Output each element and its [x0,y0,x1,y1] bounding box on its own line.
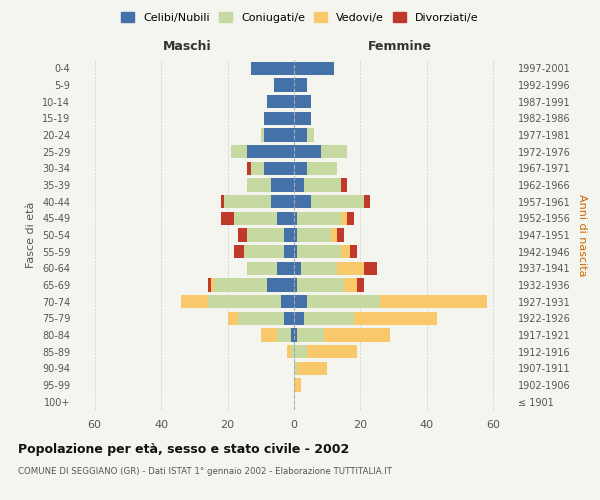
Bar [264,128,294,141]
Bar [287,345,290,358]
Bar [234,212,277,225]
Bar [290,345,294,358]
Bar [294,212,298,225]
Bar [261,328,277,342]
Bar [294,295,307,308]
Bar [298,328,324,342]
Bar [294,262,301,275]
Bar [341,178,347,192]
Bar [304,312,354,325]
Bar [247,145,294,158]
Bar [364,195,370,208]
Bar [294,328,298,342]
Bar [234,245,244,258]
Bar [271,178,294,192]
Bar [208,278,211,291]
Bar [247,162,251,175]
Bar [271,195,294,208]
Bar [268,95,294,108]
Bar [264,162,294,175]
Bar [294,95,311,108]
Bar [294,162,307,175]
Bar [341,212,347,225]
Bar [294,345,307,358]
Bar [320,145,347,158]
Bar [211,278,214,291]
Bar [208,295,281,308]
Bar [298,212,341,225]
Bar [261,128,264,141]
Bar [298,362,327,375]
Y-axis label: Fasce di età: Fasce di età [26,202,37,268]
Bar [268,278,294,291]
Bar [357,278,364,291]
Bar [294,245,298,258]
Bar [221,195,224,208]
Bar [307,295,380,308]
Bar [238,228,247,241]
Bar [281,295,294,308]
Bar [224,195,271,208]
Bar [294,78,307,92]
Bar [341,245,350,258]
Bar [304,178,341,192]
Text: Maschi: Maschi [163,40,212,53]
Bar [247,228,284,241]
Bar [251,162,264,175]
Text: Femmine: Femmine [368,40,433,53]
Bar [284,228,294,241]
Bar [227,312,238,325]
Bar [380,295,487,308]
Bar [337,262,364,275]
Bar [354,312,437,325]
Bar [247,262,277,275]
Bar [307,162,337,175]
Bar [284,312,294,325]
Bar [294,312,304,325]
Bar [294,228,298,241]
Bar [307,345,357,358]
Text: Popolazione per età, sesso e stato civile - 2002: Popolazione per età, sesso e stato civil… [18,442,349,456]
Bar [290,328,294,342]
Bar [294,278,298,291]
Bar [301,262,337,275]
Bar [231,145,247,158]
Bar [181,295,208,308]
Bar [294,178,304,192]
Bar [251,62,294,75]
Bar [324,328,391,342]
Bar [350,245,357,258]
Bar [221,212,234,225]
Bar [298,228,331,241]
Bar [294,378,301,392]
Bar [294,145,320,158]
Bar [294,362,298,375]
Bar [284,245,294,258]
Bar [294,112,311,125]
Bar [238,312,284,325]
Bar [264,112,294,125]
Bar [298,278,344,291]
Bar [294,195,311,208]
Bar [307,128,314,141]
Bar [344,278,357,291]
Y-axis label: Anni di nascita: Anni di nascita [577,194,587,276]
Bar [277,262,294,275]
Bar [294,62,334,75]
Bar [277,212,294,225]
Bar [298,245,341,258]
Bar [347,212,354,225]
Bar [337,228,344,241]
Text: COMUNE DI SEGGIANO (GR) - Dati ISTAT 1° gennaio 2002 - Elaborazione TUTTITALIA.I: COMUNE DI SEGGIANO (GR) - Dati ISTAT 1° … [18,468,392,476]
Bar [214,278,268,291]
Bar [247,178,271,192]
Bar [294,128,307,141]
Legend: Celibi/Nubili, Coniugati/e, Vedovi/e, Divorziati/e: Celibi/Nubili, Coniugati/e, Vedovi/e, Di… [117,8,483,28]
Bar [244,245,284,258]
Bar [277,328,290,342]
Bar [364,262,377,275]
Bar [331,228,337,241]
Bar [274,78,294,92]
Bar [311,195,364,208]
